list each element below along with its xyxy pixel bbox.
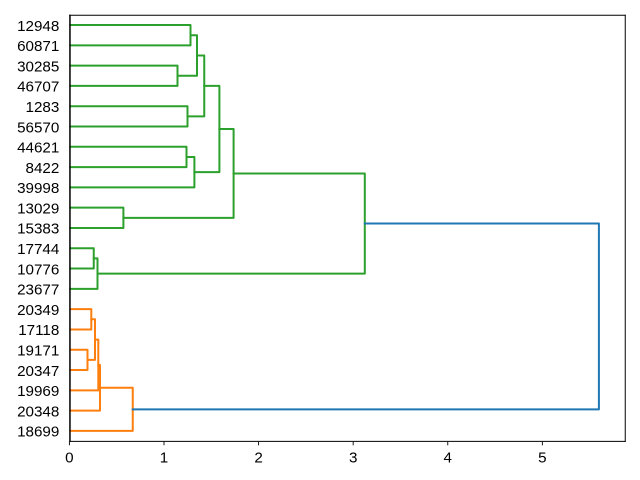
svg-text:30285: 30285	[17, 58, 59, 75]
svg-text:1: 1	[160, 449, 168, 466]
svg-text:46707: 46707	[17, 79, 59, 96]
svg-text:15383: 15383	[17, 221, 59, 238]
svg-text:8422: 8422	[26, 160, 60, 177]
svg-text:17118: 17118	[18, 322, 59, 339]
svg-text:12948: 12948	[17, 18, 59, 35]
svg-text:20347: 20347	[17, 363, 59, 380]
svg-text:18699: 18699	[17, 424, 59, 441]
svg-text:44621: 44621	[17, 140, 59, 157]
svg-text:10776: 10776	[17, 261, 59, 278]
svg-text:56570: 56570	[17, 119, 59, 136]
svg-text:17744: 17744	[17, 241, 59, 258]
svg-text:20349: 20349	[17, 302, 59, 319]
svg-text:39998: 39998	[17, 180, 59, 197]
svg-text:60871: 60871	[17, 38, 59, 55]
svg-text:0: 0	[65, 449, 73, 466]
svg-text:5: 5	[538, 449, 546, 466]
svg-text:1283: 1283	[26, 99, 60, 116]
svg-text:19969: 19969	[17, 383, 59, 400]
svg-text:3: 3	[349, 449, 357, 466]
svg-text:23677: 23677	[17, 282, 59, 299]
svg-text:13029: 13029	[17, 200, 59, 217]
svg-text:2: 2	[254, 449, 262, 466]
svg-text:19171: 19171	[17, 342, 59, 359]
svg-text:20348: 20348	[17, 403, 59, 420]
svg-text:4: 4	[444, 449, 452, 466]
